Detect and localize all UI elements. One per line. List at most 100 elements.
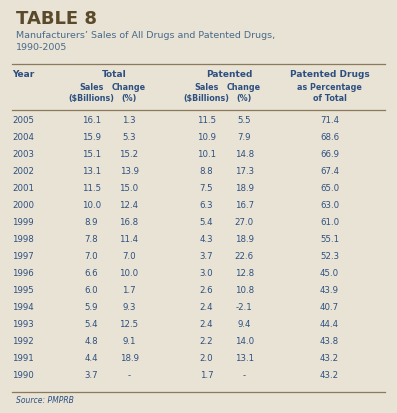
Text: 55.1: 55.1 — [320, 235, 339, 244]
Text: 14.0: 14.0 — [235, 337, 254, 346]
Text: 10.0: 10.0 — [82, 201, 101, 210]
Text: as Percentage
of Total: as Percentage of Total — [297, 83, 362, 103]
Text: 7.5: 7.5 — [200, 184, 213, 193]
Text: 7.9: 7.9 — [237, 133, 251, 142]
Text: 43.9: 43.9 — [320, 286, 339, 295]
Text: 27.0: 27.0 — [235, 218, 254, 227]
Text: Sales
($Billions): Sales ($Billions) — [183, 83, 229, 103]
Text: 2000: 2000 — [12, 201, 34, 210]
Text: 11.5: 11.5 — [82, 184, 101, 193]
Text: 15.0: 15.0 — [119, 184, 139, 193]
Text: Year: Year — [12, 70, 34, 79]
Text: 1996: 1996 — [12, 269, 34, 278]
Text: 2.4: 2.4 — [200, 320, 213, 329]
Text: 16.8: 16.8 — [119, 218, 139, 227]
Text: 66.9: 66.9 — [320, 150, 339, 159]
Text: 3.7: 3.7 — [85, 371, 98, 380]
Text: 7.8: 7.8 — [85, 235, 98, 244]
Text: 2.0: 2.0 — [200, 354, 213, 363]
Text: 8.9: 8.9 — [85, 218, 98, 227]
Text: 10.8: 10.8 — [235, 286, 254, 295]
Text: 18.9: 18.9 — [235, 235, 254, 244]
Text: 43.8: 43.8 — [320, 337, 339, 346]
Text: 40.7: 40.7 — [320, 303, 339, 312]
Text: 67.4: 67.4 — [320, 167, 339, 176]
Text: 13.9: 13.9 — [119, 167, 139, 176]
Text: 11.4: 11.4 — [119, 235, 139, 244]
Text: 18.9: 18.9 — [235, 184, 254, 193]
Text: 2.2: 2.2 — [200, 337, 213, 346]
Text: 44.4: 44.4 — [320, 320, 339, 329]
Text: 12.5: 12.5 — [119, 320, 139, 329]
Text: 4.8: 4.8 — [85, 337, 98, 346]
Text: 45.0: 45.0 — [320, 269, 339, 278]
Text: 13.1: 13.1 — [235, 354, 254, 363]
Text: 3.7: 3.7 — [200, 252, 213, 261]
Text: 1.7: 1.7 — [122, 286, 136, 295]
Text: 7.0: 7.0 — [85, 252, 98, 261]
Text: 1991: 1991 — [12, 354, 34, 363]
Text: TABLE 8: TABLE 8 — [16, 10, 97, 28]
Text: -: - — [127, 371, 131, 380]
Text: 43.2: 43.2 — [320, 354, 339, 363]
Text: 15.2: 15.2 — [119, 150, 139, 159]
Text: 1.7: 1.7 — [200, 371, 213, 380]
Text: 65.0: 65.0 — [320, 184, 339, 193]
Text: 13.1: 13.1 — [82, 167, 101, 176]
Text: 8.8: 8.8 — [200, 167, 213, 176]
Text: 22.6: 22.6 — [235, 252, 254, 261]
Text: 68.6: 68.6 — [320, 133, 339, 142]
Text: 1997: 1997 — [12, 252, 34, 261]
Text: 1992: 1992 — [12, 337, 34, 346]
Text: 18.9: 18.9 — [119, 354, 139, 363]
Text: 15.9: 15.9 — [82, 133, 101, 142]
Text: 12.8: 12.8 — [235, 269, 254, 278]
Text: -2.1: -2.1 — [236, 303, 252, 312]
Text: 6.0: 6.0 — [85, 286, 98, 295]
Text: -: - — [243, 371, 246, 380]
Text: 9.4: 9.4 — [237, 320, 251, 329]
Text: 1990: 1990 — [12, 371, 34, 380]
Text: 2003: 2003 — [12, 150, 34, 159]
Text: Total: Total — [102, 70, 127, 79]
Text: 4.3: 4.3 — [200, 235, 213, 244]
Text: 1.3: 1.3 — [122, 116, 136, 125]
Text: 5.5: 5.5 — [237, 116, 251, 125]
Text: 11.5: 11.5 — [197, 116, 216, 125]
Text: 16.7: 16.7 — [235, 201, 254, 210]
Text: 5.4: 5.4 — [85, 320, 98, 329]
Text: 2.4: 2.4 — [200, 303, 213, 312]
Text: 1999: 1999 — [12, 218, 33, 227]
Text: Change
(%): Change (%) — [227, 83, 261, 103]
Text: 1994: 1994 — [12, 303, 34, 312]
Text: 2001: 2001 — [12, 184, 34, 193]
Text: 2005: 2005 — [12, 116, 34, 125]
Text: 14.8: 14.8 — [235, 150, 254, 159]
Text: 1993: 1993 — [12, 320, 34, 329]
Text: 6.6: 6.6 — [85, 269, 98, 278]
Text: 17.3: 17.3 — [235, 167, 254, 176]
Text: Source: PMPRB: Source: PMPRB — [16, 396, 74, 406]
Text: 43.2: 43.2 — [320, 371, 339, 380]
Text: Manufacturers’ Sales of All Drugs and Patented Drugs,
1990-2005: Manufacturers’ Sales of All Drugs and Pa… — [16, 31, 275, 52]
Text: 4.4: 4.4 — [85, 354, 98, 363]
Text: 10.9: 10.9 — [197, 133, 216, 142]
Text: Change
(%): Change (%) — [112, 83, 146, 103]
Text: 5.9: 5.9 — [85, 303, 98, 312]
Text: 2002: 2002 — [12, 167, 34, 176]
Text: Patented Drugs: Patented Drugs — [290, 70, 369, 79]
Text: 1995: 1995 — [12, 286, 34, 295]
Text: 10.1: 10.1 — [197, 150, 216, 159]
Text: 6.3: 6.3 — [200, 201, 213, 210]
Text: 52.3: 52.3 — [320, 252, 339, 261]
Text: 16.1: 16.1 — [82, 116, 101, 125]
Text: 10.0: 10.0 — [119, 269, 139, 278]
Text: 5.4: 5.4 — [200, 218, 213, 227]
Text: 12.4: 12.4 — [119, 201, 139, 210]
Text: 71.4: 71.4 — [320, 116, 339, 125]
Text: 61.0: 61.0 — [320, 218, 339, 227]
Text: Sales
($Billions): Sales ($Billions) — [68, 83, 114, 103]
Text: 63.0: 63.0 — [320, 201, 339, 210]
Text: 3.0: 3.0 — [200, 269, 213, 278]
Text: Patented: Patented — [206, 70, 252, 79]
